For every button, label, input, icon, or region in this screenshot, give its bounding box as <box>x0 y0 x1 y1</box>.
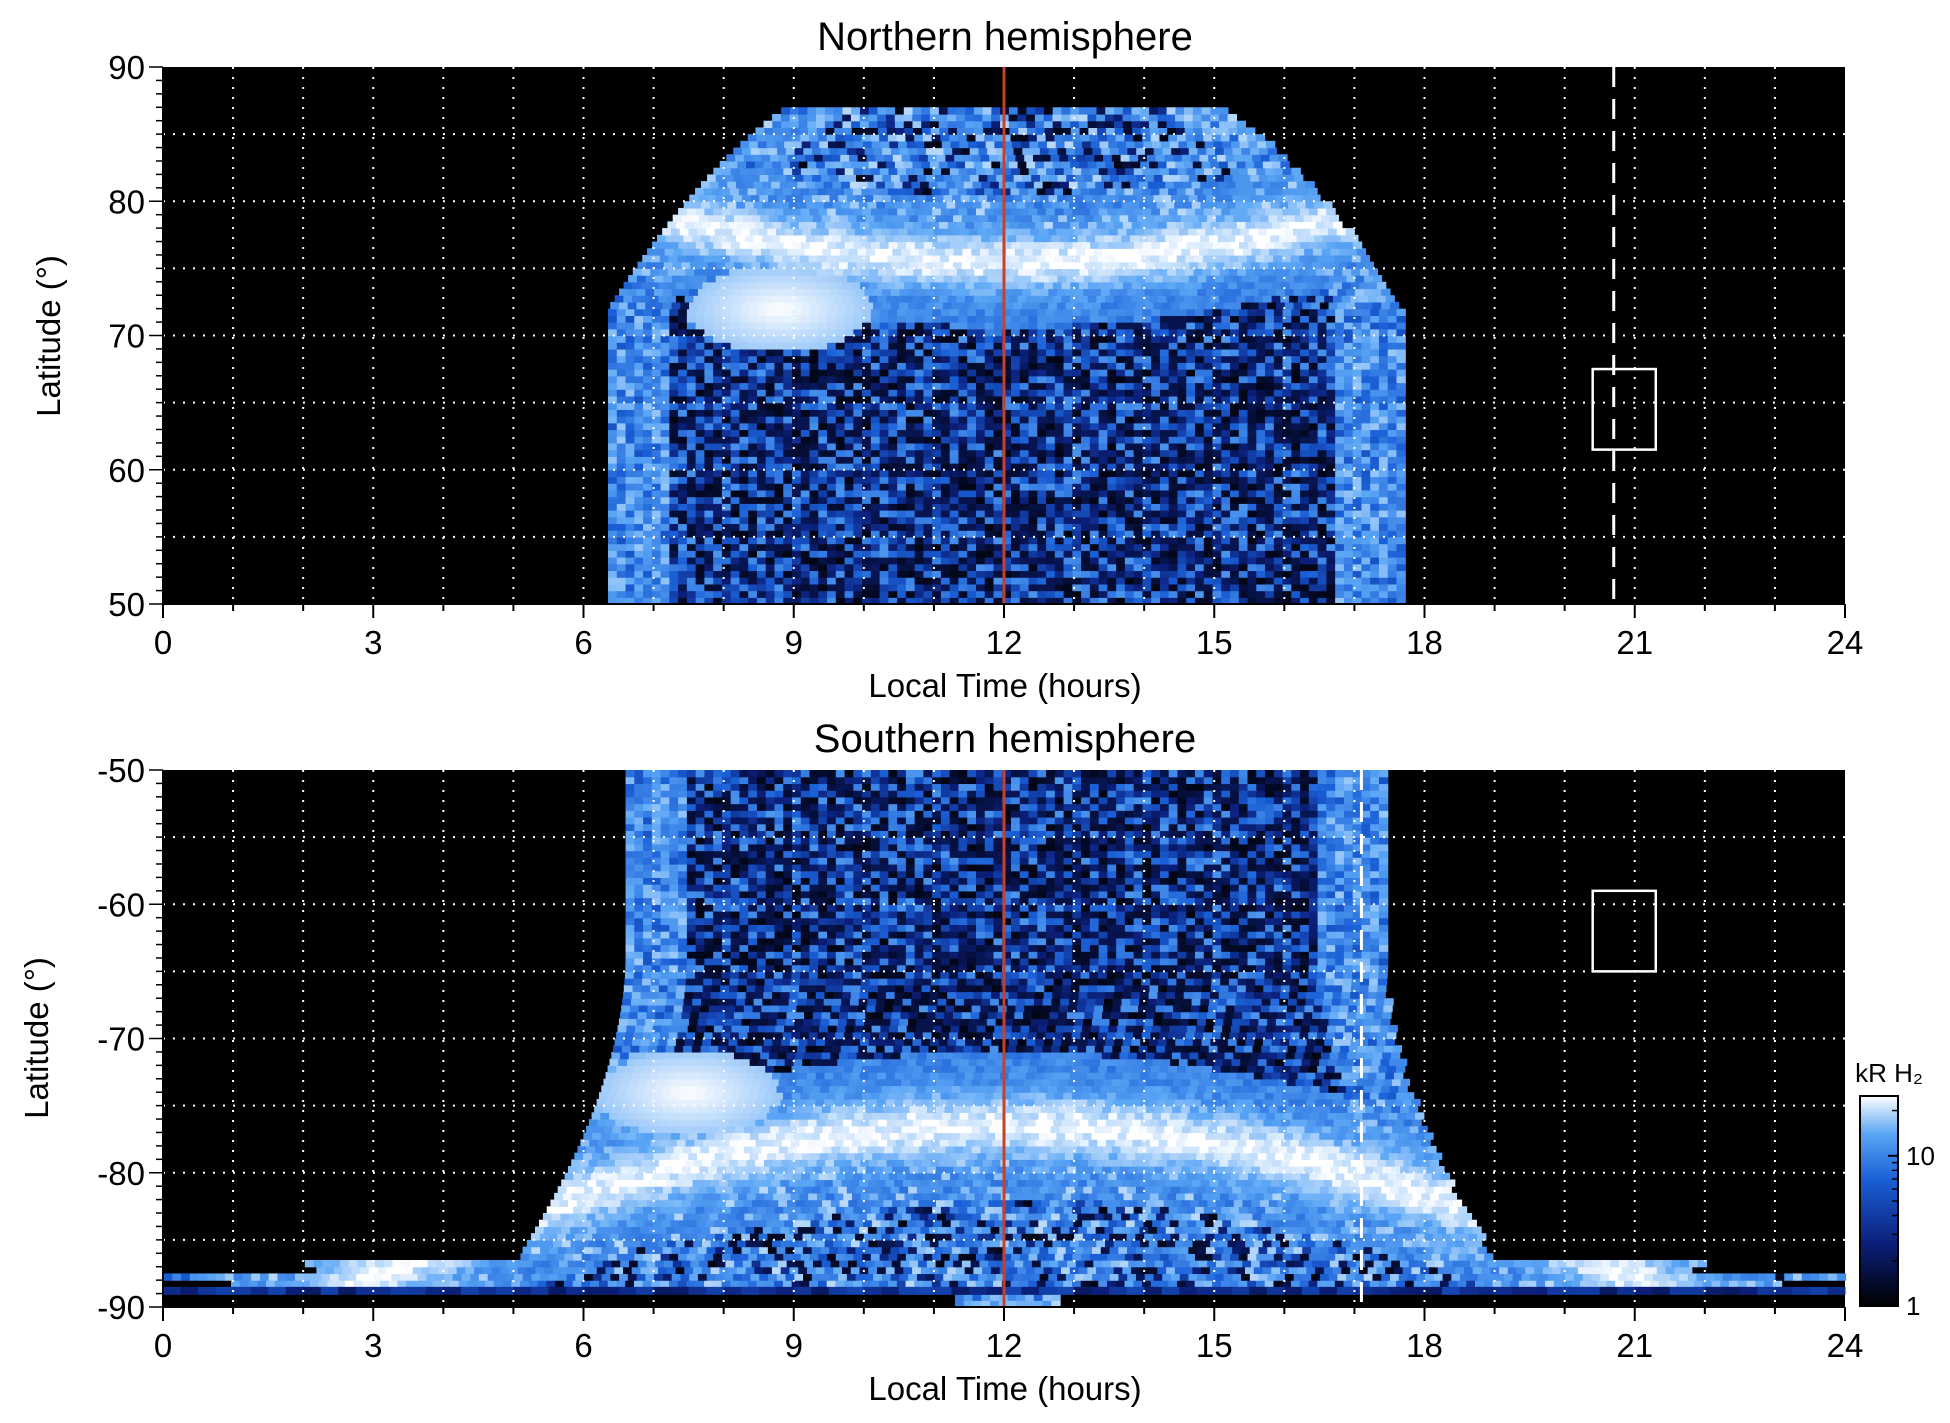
n-y-tick-label: 50 <box>108 586 145 623</box>
north-panel: Northern hemisphere 0 3 6 9 12 15 18 21 24 50 60 7… <box>30 15 1863 704</box>
north-x-axis-label: Local Time (hours) <box>868 667 1141 704</box>
n-x-tick-label: 24 <box>1827 624 1864 661</box>
south-panel: Southern hemisphere 0 3 6 9 12 15 18 21 24 -50 -6… <box>18 717 1863 1407</box>
n-y-tick-label: 60 <box>108 452 145 489</box>
s-x-tick-label: 18 <box>1406 1327 1443 1364</box>
n-x-tick-label: 18 <box>1406 624 1443 661</box>
north-emission <box>608 107 1406 605</box>
s-y-tick-label: -70 <box>97 1021 145 1058</box>
s-x-tick-label: 15 <box>1196 1327 1233 1364</box>
s-x-tick-label: 24 <box>1827 1327 1864 1364</box>
north-axes <box>149 66 1846 618</box>
south-title: Southern hemisphere <box>814 717 1196 761</box>
n-x-tick-label: 6 <box>574 624 592 661</box>
n-x-tick-label: 0 <box>154 624 172 661</box>
n-x-tick-label: 12 <box>986 624 1023 661</box>
n-x-tick-label: 9 <box>785 624 803 661</box>
south-box <box>1591 889 1658 973</box>
south-axes <box>149 769 1846 1321</box>
colorbar-tick-label: 1 <box>1906 1291 1920 1321</box>
s-x-tick-label: 21 <box>1616 1327 1653 1364</box>
colorbar-label: kR H₂ <box>1855 1058 1923 1088</box>
s-y-tick-label: -60 <box>97 886 145 923</box>
s-x-tick-label: 12 <box>986 1327 1023 1364</box>
south-x-axis-label: Local Time (hours) <box>868 1370 1141 1407</box>
colorbar-tick-label: 10 <box>1906 1141 1935 1171</box>
s-x-tick-label: 0 <box>154 1327 172 1364</box>
n-y-tick-label: 90 <box>108 49 145 86</box>
s-y-tick-label: -50 <box>97 752 145 789</box>
s-y-tick-label: -80 <box>97 1155 145 1192</box>
n-y-tick-label: 80 <box>108 183 145 220</box>
colorbar: kR H₂ 1 10 <box>1855 1058 1935 1321</box>
n-x-tick-label: 21 <box>1616 624 1653 661</box>
north-title: Northern hemisphere <box>817 15 1193 59</box>
north-y-axis-label: Latitude (°) <box>30 255 67 417</box>
s-y-tick-label: -90 <box>97 1289 145 1326</box>
south-y-axis-label: Latitude (°) <box>18 957 55 1119</box>
s-x-tick-label: 6 <box>574 1327 592 1364</box>
n-x-tick-label: 3 <box>364 624 382 661</box>
south-emission <box>163 770 1847 1308</box>
colorbar-gradient <box>1859 1095 1899 1307</box>
n-y-tick-label: 70 <box>108 318 145 355</box>
n-x-tick-label: 15 <box>1196 624 1233 661</box>
s-x-tick-label: 9 <box>785 1327 803 1364</box>
s-x-tick-label: 3 <box>364 1327 382 1364</box>
north-box <box>1591 367 1658 451</box>
